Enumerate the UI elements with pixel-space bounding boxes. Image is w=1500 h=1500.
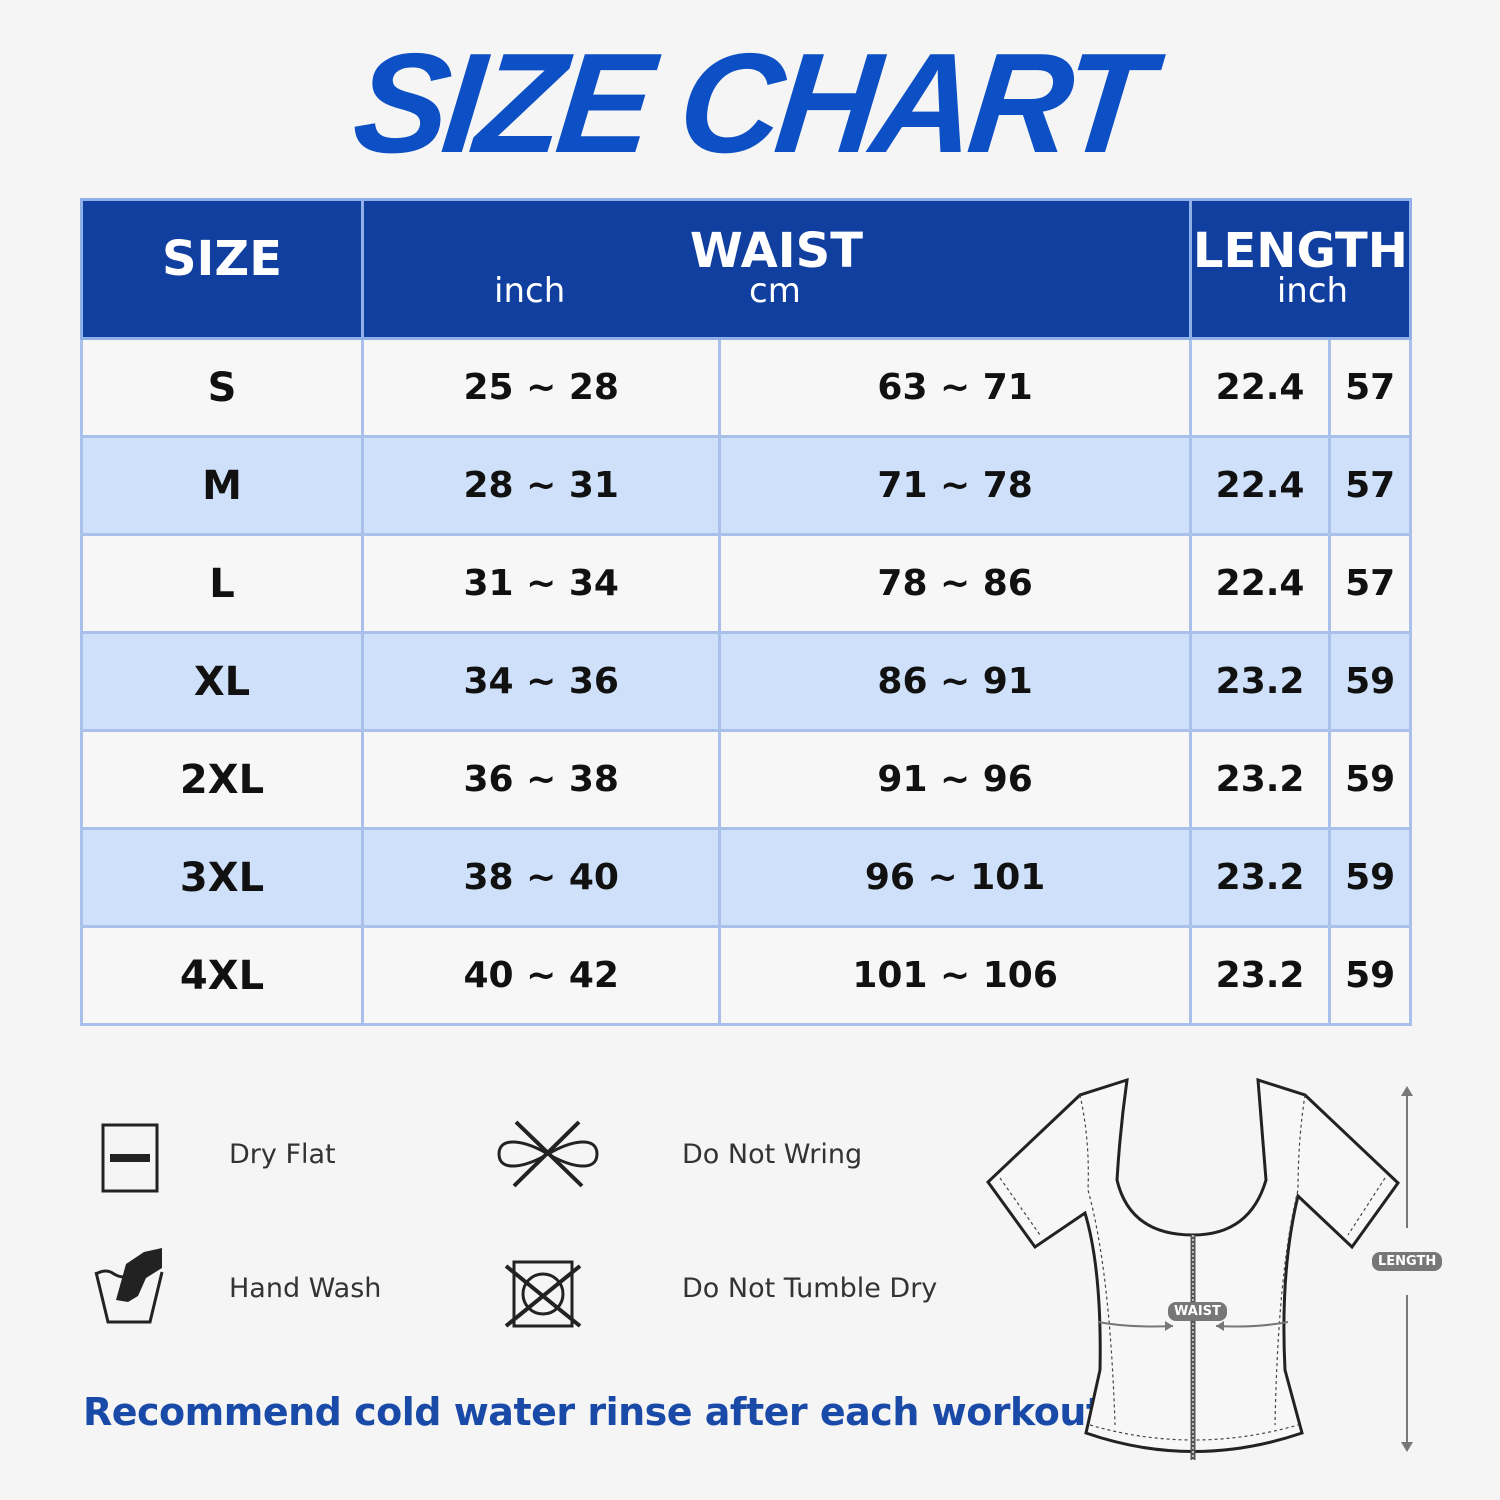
cell-length-in: 22.4 xyxy=(1188,533,1332,634)
cell-size: 3XL xyxy=(80,827,364,928)
waist-cm-label: cm xyxy=(749,271,801,311)
cell-length-in: 23.2 xyxy=(1188,827,1332,928)
care-label: Hand Wash xyxy=(229,1273,382,1304)
table-row: 3XL 38 ~ 40 96 ~ 101 23.2 59 xyxy=(80,827,1412,928)
length-label: LENGTH xyxy=(1372,1252,1443,1271)
cell-size: M xyxy=(80,435,364,536)
cell-waist-in: 31 ~ 34 xyxy=(360,533,722,634)
cell-waist-in: 36 ~ 38 xyxy=(360,729,722,830)
cell-waist-cm: 78 ~ 86 xyxy=(718,533,1192,634)
table-row: 4XL 40 ~ 42 101 ~ 106 23.2 59 xyxy=(80,925,1412,1026)
cell-waist-in: 34 ~ 36 xyxy=(360,631,722,732)
cell-waist-in: 25 ~ 28 xyxy=(360,337,722,438)
table-row: XL 34 ~ 36 86 ~ 91 23.2 59 xyxy=(80,631,1412,732)
cell-size: 4XL xyxy=(80,925,364,1026)
care-note: Recommend cold water rinse after each wo… xyxy=(83,1390,1118,1434)
cell-waist-cm: 63 ~ 71 xyxy=(718,337,1192,438)
size-table: SIZE WAIST inch cm LENGTH inch cm S25 ~ … xyxy=(80,198,1413,1026)
cell-length-in: 22.4 xyxy=(1188,337,1332,438)
cell-length-cm: 59 xyxy=(1328,827,1412,928)
table-header: SIZE WAIST inch cm LENGTH inch cm xyxy=(80,198,1413,340)
cell-size: XL xyxy=(80,631,364,732)
cell-length-in: 23.2 xyxy=(1188,729,1332,830)
care-label: Dry Flat xyxy=(229,1139,336,1170)
cell-size: 2XL xyxy=(80,729,364,830)
cell-size: S xyxy=(80,337,364,438)
cell-waist-cm: 86 ~ 91 xyxy=(718,631,1192,732)
cell-length-in: 23.2 xyxy=(1188,925,1332,1026)
waist-inch-label: inch xyxy=(494,271,566,311)
cell-waist-in: 40 ~ 42 xyxy=(360,925,722,1026)
header-waist: WAIST inch cm xyxy=(361,198,1192,340)
cell-waist-in: 28 ~ 31 xyxy=(360,435,722,536)
cell-length-cm: 57 xyxy=(1328,435,1412,536)
cell-length-in: 22.4 xyxy=(1188,435,1332,536)
cell-waist-cm: 91 ~ 96 xyxy=(718,729,1192,830)
length-inch-label: inch xyxy=(1276,271,1349,311)
cell-length-in: 23.2 xyxy=(1188,631,1332,732)
table-row: 2XL 36 ~ 38 91 ~ 96 23.2 59 xyxy=(80,729,1412,830)
hand-wash-icon xyxy=(94,1248,164,1324)
cell-length-cm: 57 xyxy=(1328,337,1412,438)
dry-flat-icon xyxy=(101,1123,159,1193)
cell-waist-cm: 96 ~ 101 xyxy=(718,827,1192,928)
cell-waist-cm: 101 ~ 106 xyxy=(718,925,1192,1026)
waist-label: WAIST xyxy=(1168,1302,1227,1321)
cell-length-cm: 59 xyxy=(1328,729,1412,830)
table-row: S 25 ~ 28 63 ~ 71 22.4 57 xyxy=(80,337,1412,438)
cell-waist-in: 38 ~ 40 xyxy=(360,827,722,928)
cell-waist-cm: 71 ~ 78 xyxy=(718,435,1192,536)
page-title: SIZE CHART xyxy=(346,24,1154,183)
care-label: Do Not Wring xyxy=(682,1139,863,1170)
header-length: LENGTH inch cm xyxy=(1188,198,1413,340)
table-row: M 28 ~ 31 71 ~ 78 22.4 57 xyxy=(80,435,1412,536)
cell-length-cm: 57 xyxy=(1328,533,1412,634)
cell-length-cm: 59 xyxy=(1328,925,1412,1026)
shirt-diagram-icon xyxy=(986,1077,1413,1460)
header-size: SIZE xyxy=(80,198,364,340)
table-row: L 31 ~ 34 78 ~ 86 22.4 57 xyxy=(80,533,1412,634)
do-not-tumble-dry-icon xyxy=(504,1260,582,1328)
cell-size: L xyxy=(80,533,364,634)
cell-length-cm: 59 xyxy=(1328,631,1412,732)
do-not-wring-icon xyxy=(497,1120,599,1188)
care-label: Do Not Tumble Dry xyxy=(682,1273,938,1304)
